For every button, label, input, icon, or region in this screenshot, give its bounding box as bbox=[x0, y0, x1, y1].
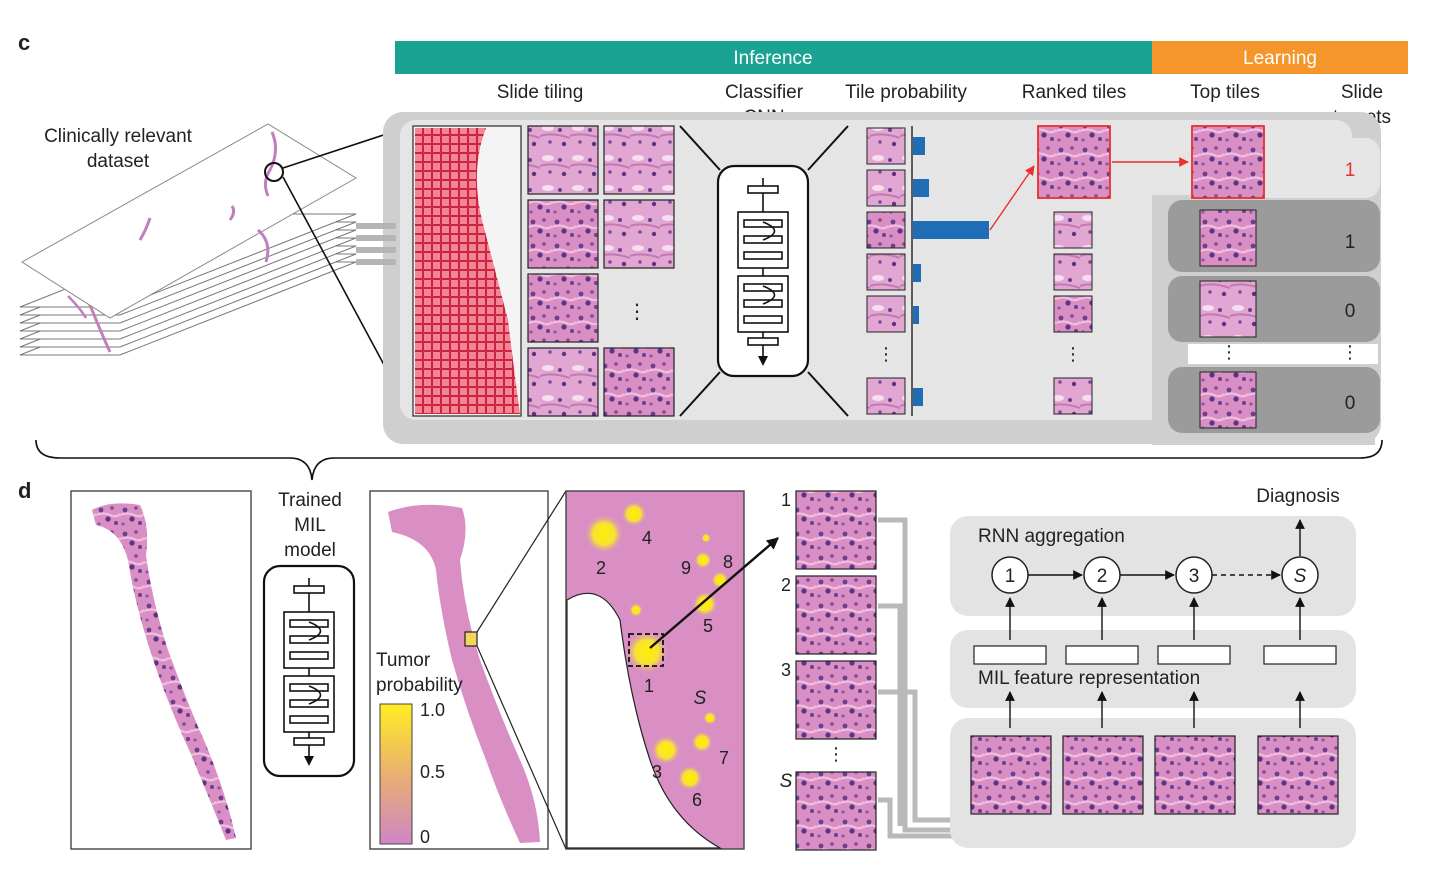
learning-bar bbox=[1152, 41, 1408, 74]
tile-number-3: 3 bbox=[781, 660, 791, 680]
hotspot-9: 9 bbox=[681, 558, 691, 578]
ranked-ellipsis: ⋮ bbox=[1064, 344, 1082, 364]
trained-label-1: Trained bbox=[278, 490, 342, 511]
tile-number-2: 2 bbox=[781, 575, 791, 595]
tile-number-s: S bbox=[780, 771, 793, 792]
tumor-label-2: probability bbox=[376, 675, 463, 696]
target-4: 0 bbox=[1345, 393, 1356, 414]
col-slide-tiling: Slide tiling bbox=[497, 82, 584, 103]
slide-stack bbox=[19, 123, 412, 416]
tile-grid-ellipsis: ⋮ bbox=[627, 301, 647, 323]
trained-label-3: model bbox=[284, 540, 336, 561]
hotspot-2: 2 bbox=[596, 558, 606, 578]
col-classifier-1: Classifier bbox=[725, 82, 804, 103]
diagnosis-label: Diagnosis bbox=[1256, 486, 1339, 507]
tile-prob-ellipsis: ⋮ bbox=[877, 344, 895, 364]
col-slide-targets-1: Slide bbox=[1341, 82, 1383, 103]
colorbar bbox=[379, 703, 413, 845]
top-tiles-ellipsis: ⋮ bbox=[1220, 342, 1238, 362]
targets-ellipsis: ⋮ bbox=[1341, 342, 1359, 362]
hotspot-7: 7 bbox=[719, 748, 729, 768]
scale-tick-top: 1.0 bbox=[420, 700, 445, 720]
trained-mil-model-icon bbox=[262, 564, 356, 778]
bottom-tiles bbox=[970, 691, 1339, 815]
dataset-label-2: dataset bbox=[87, 151, 150, 172]
target-2: 1 bbox=[1345, 232, 1356, 253]
hotspot-5: 5 bbox=[703, 616, 713, 636]
learning-label: Learning bbox=[1243, 48, 1317, 69]
top-tiles: ⋮ bbox=[1188, 125, 1378, 429]
mil-panel bbox=[950, 630, 1356, 708]
col-top-tiles: Top tiles bbox=[1190, 82, 1260, 103]
rnn-node-1: 1 bbox=[1005, 566, 1016, 587]
rnn-node-s: S bbox=[1294, 566, 1307, 587]
hotspot-6: 6 bbox=[692, 790, 702, 810]
top-s-tiles: 1 2 3 ⋮ S bbox=[780, 490, 877, 851]
feature-vectors bbox=[973, 597, 1337, 665]
hotspot-s: S bbox=[694, 688, 707, 709]
zoomed-heatmap: 1 2 3 4 5 6 7 8 9 S bbox=[565, 490, 779, 850]
inference-bar bbox=[395, 41, 1152, 74]
tiled-slide bbox=[412, 125, 522, 417]
rnn-nodes: 1 2 3 S bbox=[991, 519, 1319, 594]
hotspot-8: 8 bbox=[723, 552, 733, 572]
tile-probability-column: ⋮ bbox=[866, 126, 989, 416]
hotspot-1: 1 bbox=[644, 676, 654, 696]
tile-column-ellipsis: ⋮ bbox=[827, 744, 845, 764]
trained-label-2: MIL bbox=[294, 515, 326, 536]
scale-tick-mid: 0.5 bbox=[420, 762, 445, 782]
dataset-label-1: Clinically relevant bbox=[44, 126, 193, 147]
tumor-label-1: Tumor bbox=[376, 650, 431, 671]
hotspot-3: 3 bbox=[652, 762, 662, 782]
tile-number-1: 1 bbox=[781, 490, 791, 510]
target-3: 0 bbox=[1345, 301, 1356, 322]
target-1: 1 bbox=[1345, 160, 1356, 181]
mil-label: MIL feature representation bbox=[978, 668, 1200, 689]
rnn-node-2: 2 bbox=[1097, 566, 1108, 587]
rnn-label: RNN aggregation bbox=[978, 526, 1125, 547]
rnn-node-3: 3 bbox=[1189, 566, 1200, 587]
classifier-cnn-icon bbox=[679, 125, 849, 417]
scale-tick-bottom: 0 bbox=[420, 827, 430, 847]
col-ranked-tiles: Ranked tiles bbox=[1022, 82, 1127, 103]
panel-c-letter: c bbox=[18, 30, 30, 55]
col-tile-probability: Tile probability bbox=[845, 82, 967, 103]
inference-label: Inference bbox=[733, 48, 812, 69]
rnn-panel bbox=[950, 516, 1356, 616]
hotspot-4: 4 bbox=[642, 528, 652, 548]
curly-brace bbox=[35, 439, 1383, 481]
whole-slide-image bbox=[70, 490, 252, 850]
panel-d-letter: d bbox=[18, 478, 31, 503]
ranked-tiles: ⋮ bbox=[989, 125, 1189, 415]
tile-grid: ⋮ bbox=[527, 125, 675, 417]
